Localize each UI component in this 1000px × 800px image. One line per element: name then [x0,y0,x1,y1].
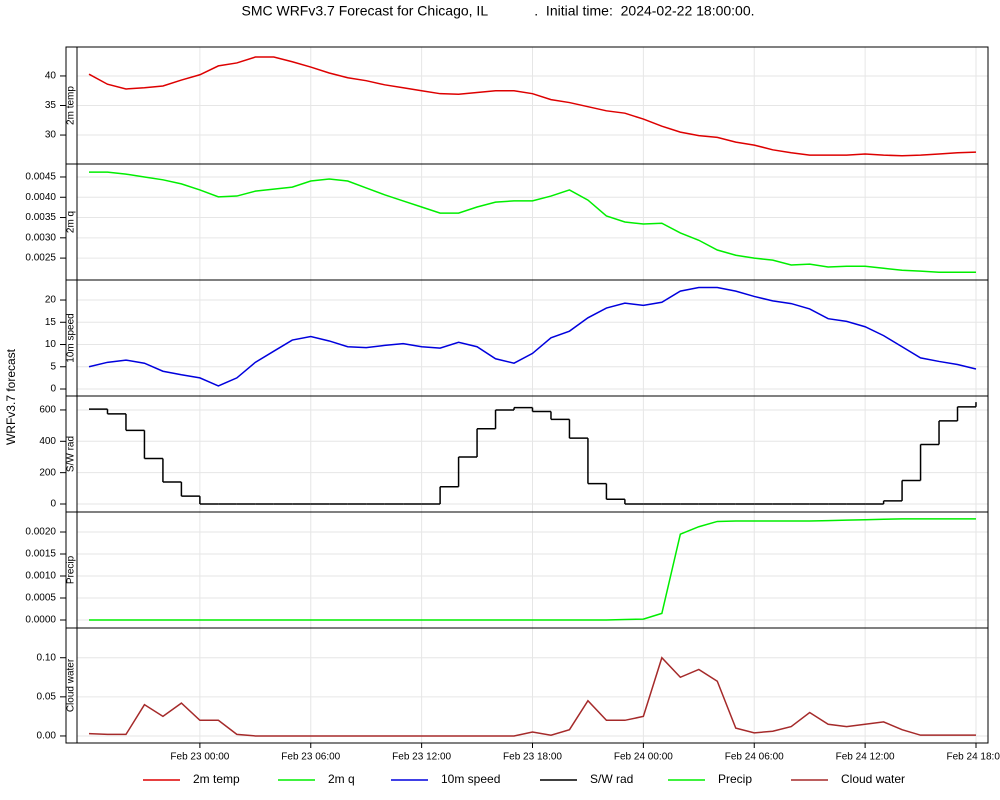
legend-label: 2m temp [193,772,240,786]
x-tick-label: Feb 24 12:00 [836,752,895,763]
x-tick-label: Feb 24 18:00 [947,752,1000,763]
legend-label: 10m speed [441,772,500,786]
x-tick-label: Feb 23 12:00 [392,752,451,763]
y-tick-label: 0.0030 [25,232,56,243]
panel-frame [65,395,989,513]
x-tick-label: Feb 24 06:00 [725,752,784,763]
legend-label: Cloud water [841,772,905,786]
y-tick-label: 0.0045 [25,172,56,183]
series-line [89,171,976,274]
series-line [88,56,977,157]
legend-label: 2m q [328,772,355,786]
panel-label: S/W rad [66,436,77,472]
panel-label: Cloud water [66,658,77,712]
y-tick-label: 0.10 [37,652,57,663]
y-tick-label: 0.0040 [25,192,56,203]
y-tick-label: 0.0015 [25,549,56,560]
x-tick-label: Feb 23 18:00 [503,752,562,763]
y-tick-label: 20 [45,295,57,306]
y-axis-label: WRFv3.7 forecast [4,348,18,445]
series-line [88,656,976,737]
y-tick-label: 15 [45,317,57,328]
y-tick-label: 0.0020 [25,527,56,538]
y-tick-label: 400 [39,436,56,447]
panel-label: 2m q [66,211,77,233]
y-tick-label: 10 [45,339,57,350]
y-tick-label: 40 [45,71,57,82]
y-tick-label: 0.00 [37,731,57,742]
panel-frame [65,627,989,744]
y-tick-label: 600 [39,405,56,416]
y-tick-label: 5 [50,361,56,372]
y-tick-label: 200 [39,467,56,478]
y-tick-label: 0.0005 [25,593,56,604]
series-line [89,518,976,621]
panel-label: Precip [66,555,77,584]
x-tick-label: Feb 23 00:00 [170,752,229,763]
chart-title: SMC WRFv3.7 Forecast for Chicago, IL . I… [241,3,754,19]
x-tick-label: Feb 24 00:00 [614,752,673,763]
y-tick-label: 0 [50,499,56,510]
legend-label: S/W rad [590,772,633,786]
y-tick-label: 0 [50,384,56,395]
panel-frame [65,163,989,281]
legend-label: Precip [718,772,752,786]
y-tick-label: 35 [45,100,57,111]
panel-frame [65,511,989,629]
y-tick-label: 0.0035 [25,212,56,223]
panel-frame [65,279,989,397]
y-tick-label: 30 [45,130,57,141]
y-tick-label: 0.0025 [25,253,56,264]
series-line [88,286,977,387]
panel-label: 2m temp [66,86,77,125]
x-tick-label: Feb 23 06:00 [281,752,340,763]
y-tick-label: 0.0000 [25,615,56,626]
y-tick-label: 0.05 [37,691,57,702]
y-tick-label: 0.0010 [25,571,56,582]
panel-label: 10m speed [66,313,77,362]
